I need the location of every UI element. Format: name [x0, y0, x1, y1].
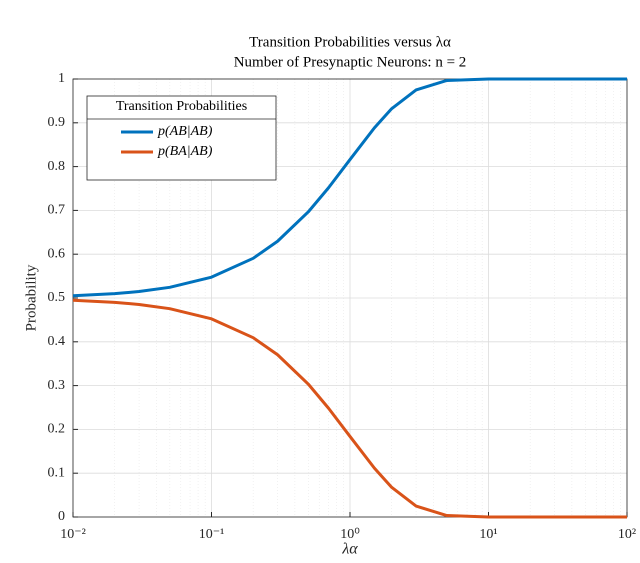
legend-title: Transition Probabilities — [116, 99, 247, 114]
x-tick-label: 10¹ — [479, 527, 497, 542]
y-tick-label: 0 — [58, 509, 65, 524]
x-tick-label: 10² — [618, 527, 636, 542]
legend-box — [86, 95, 277, 181]
y-tick-label: 0.4 — [48, 334, 66, 349]
y-tick-label: 0.8 — [48, 159, 66, 174]
y-tick-label: 0.9 — [48, 115, 66, 130]
series-line — [72, 298, 627, 519]
x-tick-label: 10⁻² — [60, 527, 86, 542]
x-axis-label: λα — [341, 541, 358, 558]
x-tick-label: 10⁻¹ — [199, 527, 225, 542]
y-axis-label: Probability — [23, 264, 39, 331]
plot-frame — [72, 78, 628, 518]
chart-title: Transition Probabilities versus λα — [249, 34, 451, 50]
y-tick-label: 0.1 — [48, 465, 66, 480]
y-tick-label: 0.2 — [48, 422, 66, 437]
y-tick-label: 0.3 — [48, 378, 66, 393]
y-tick-label: 1 — [58, 71, 65, 86]
y-tick-label: 0.6 — [48, 246, 66, 261]
y-tick-label: 0.5 — [48, 290, 66, 305]
chart-subtitle: Number of Presynaptic Neurons: n = 2 — [234, 54, 467, 70]
series-line — [72, 77, 627, 298]
x-tick-label: 10⁰ — [340, 527, 360, 542]
legend-label: p(BA|AB) — [157, 144, 213, 159]
legend-label: p(AB|AB) — [157, 124, 213, 139]
y-tick-label: 0.7 — [48, 203, 66, 218]
